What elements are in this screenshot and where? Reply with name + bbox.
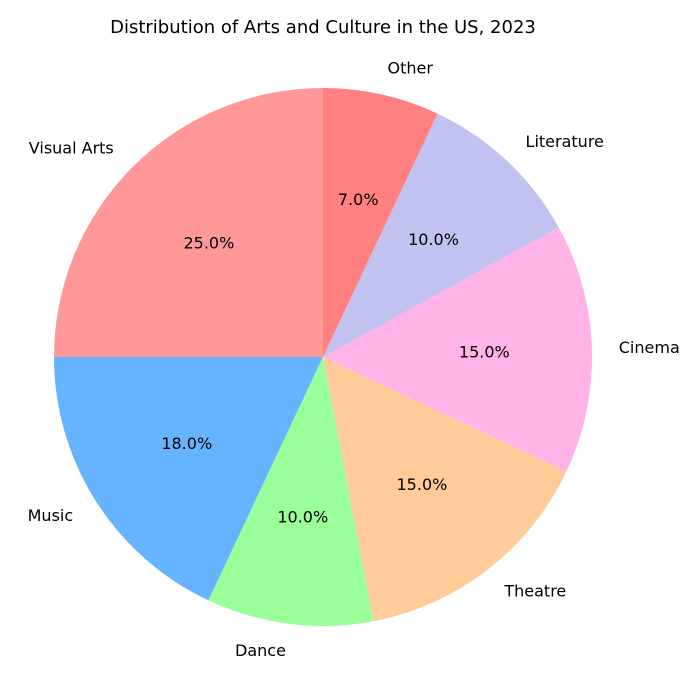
chart-title: Distribution of Arts and Culture in the … [110,17,536,38]
pie-labels: 25.0% Visual Arts 18.0% Music 10.0% Dance 15.0… [28,59,680,660]
pie-percent-label-literature: 10.0% [408,230,459,249]
pie-category-label-cinema: Cinema [619,338,680,357]
pie-slice-other [323,88,438,357]
pie-slice-cinema [323,227,593,472]
pie-percent-label-theatre: 15.0% [397,475,448,494]
pie-percent-label-cinema: 15.0% [459,342,510,361]
pie-category-label-other: Other [388,59,434,78]
pie-category-label-music: Music [28,506,74,525]
pie-percent-label-visual-arts: 25.0% [183,233,234,252]
pie-category-label-dance: Dance [235,641,286,660]
pie-percent-label-dance: 10.0% [277,508,328,527]
pie-slice-visual-arts [54,88,323,357]
pie-percent-label-music: 18.0% [161,434,212,453]
pie-slice-music [54,357,323,601]
pie-slice-dance [208,357,374,627]
pie-category-label-theatre: Theatre [503,581,566,600]
pie-slice-literature [323,113,559,357]
pie-slices [54,88,593,627]
pie-percent-label-other: 7.0% [338,190,379,209]
pie-slice-theatre [323,357,567,622]
pie-category-label-visual-arts: Visual Arts [29,138,114,157]
pie-category-label-literature: Literature [526,132,604,151]
